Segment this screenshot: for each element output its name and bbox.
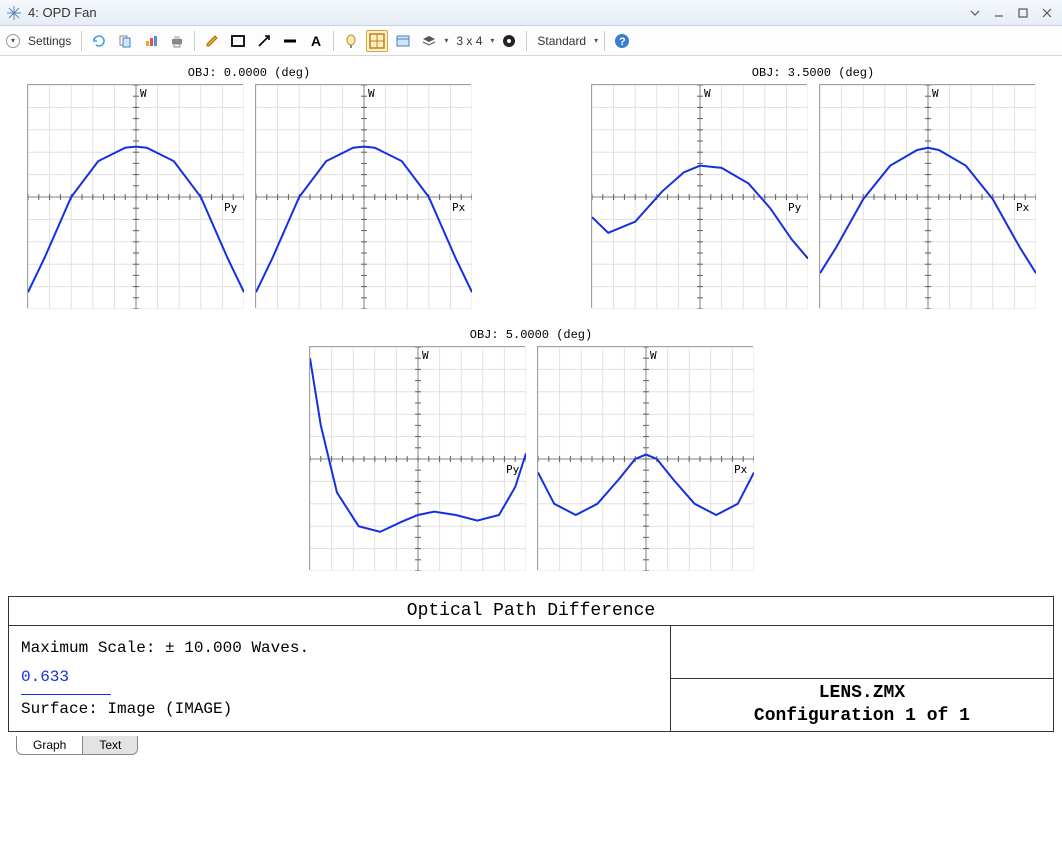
minimize-button[interactable] [990, 4, 1008, 22]
svg-text:W: W [140, 87, 147, 100]
help-button[interactable]: ? [611, 30, 633, 52]
svg-text:Py: Py [788, 201, 802, 214]
settings-label[interactable]: Settings [24, 34, 75, 48]
svg-text:Px: Px [734, 463, 748, 476]
window-title-bar: 4: OPD Fan [0, 0, 1062, 26]
preset-label[interactable]: Standard [533, 34, 590, 48]
surface-text: Surface: Image (IMAGE) [21, 695, 658, 724]
close-button[interactable] [1038, 4, 1056, 22]
zoom-button[interactable] [340, 30, 362, 52]
svg-text:Px: Px [452, 201, 466, 214]
dropdown-icon[interactable] [966, 4, 984, 22]
tab-text[interactable]: Text [83, 736, 138, 755]
svg-text:W: W [704, 87, 711, 100]
expand-toolbar-icon[interactable]: ▾ [6, 34, 20, 48]
chart-properties-button[interactable] [140, 30, 162, 52]
target-button[interactable] [498, 30, 520, 52]
window-title: 4: OPD Fan [28, 5, 966, 20]
pencil-tool-button[interactable] [201, 30, 223, 52]
rectangle-tool-button[interactable] [227, 30, 249, 52]
plot-group-title: OBJ: 0.0000 (deg) [188, 66, 310, 80]
copy-button[interactable] [114, 30, 136, 52]
plot-group: OBJ: 3.5000 (deg) W Py W Px [591, 66, 1035, 308]
plot-group-title: OBJ: 3.5000 (deg) [752, 66, 874, 80]
lens-filename: LENS.ZMX [819, 682, 905, 705]
svg-text:?: ? [619, 36, 626, 48]
preset-dropdown-icon[interactable]: ▾ [594, 36, 598, 45]
config-text: Configuration 1 of 1 [754, 705, 970, 728]
svg-text:Px: Px [1016, 201, 1030, 214]
plot-group-title: OBJ: 5.0000 (deg) [470, 328, 592, 342]
svg-text:W: W [932, 87, 939, 100]
maximize-button[interactable] [1014, 4, 1032, 22]
info-panel: Optical Path Difference Maximum Scale: ±… [8, 596, 1054, 732]
opd-plot[interactable]: W Py [309, 346, 525, 570]
refresh-button[interactable] [88, 30, 110, 52]
app-icon [6, 5, 22, 21]
opd-plot[interactable]: W Py [27, 84, 243, 308]
text-tool-button[interactable]: A [305, 30, 327, 52]
layers-button[interactable] [418, 30, 440, 52]
layers-dropdown-icon[interactable]: ▾ [444, 36, 448, 45]
opd-plot[interactable]: W Py [591, 84, 807, 308]
info-title: Optical Path Difference [9, 597, 1053, 626]
line-tool-button[interactable] [279, 30, 301, 52]
svg-text:Py: Py [224, 201, 238, 214]
max-scale-text: Maximum Scale: ± 10.000 Waves. [21, 634, 658, 663]
svg-text:Py: Py [506, 463, 520, 476]
plot-group: OBJ: 0.0000 (deg) W Py W Px [27, 66, 471, 308]
info-right-empty [671, 626, 1053, 679]
plot-group: OBJ: 5.0000 (deg) W Py W Px [309, 328, 753, 570]
window-layout-button[interactable] [392, 30, 414, 52]
print-button[interactable] [166, 30, 188, 52]
opd-plot[interactable]: W Px [819, 84, 1035, 308]
toolbar: ▾ Settings A ▾ 3 x 4 ▾ Standard ▾ ? [0, 26, 1062, 56]
svg-text:A: A [311, 33, 321, 49]
opd-plot[interactable]: W Px [255, 84, 471, 308]
svg-text:W: W [422, 349, 429, 362]
arrow-tool-button[interactable] [253, 30, 275, 52]
wavelength-value[interactable]: 0.633 [21, 663, 111, 695]
svg-text:W: W [368, 87, 375, 100]
plot-area: OBJ: 0.0000 (deg)WPyWPxOBJ: 3.5000 (deg)… [0, 56, 1062, 596]
opd-plot[interactable]: W Px [537, 346, 753, 570]
tab-graph[interactable]: Graph [16, 736, 83, 755]
layout-dropdown-icon[interactable]: ▾ [490, 36, 494, 45]
bottom-tabs: Graph Text [16, 736, 1062, 755]
svg-text:W: W [650, 349, 657, 362]
grid-layout-label[interactable]: 3 x 4 [452, 34, 486, 48]
pan-button[interactable] [366, 30, 388, 52]
